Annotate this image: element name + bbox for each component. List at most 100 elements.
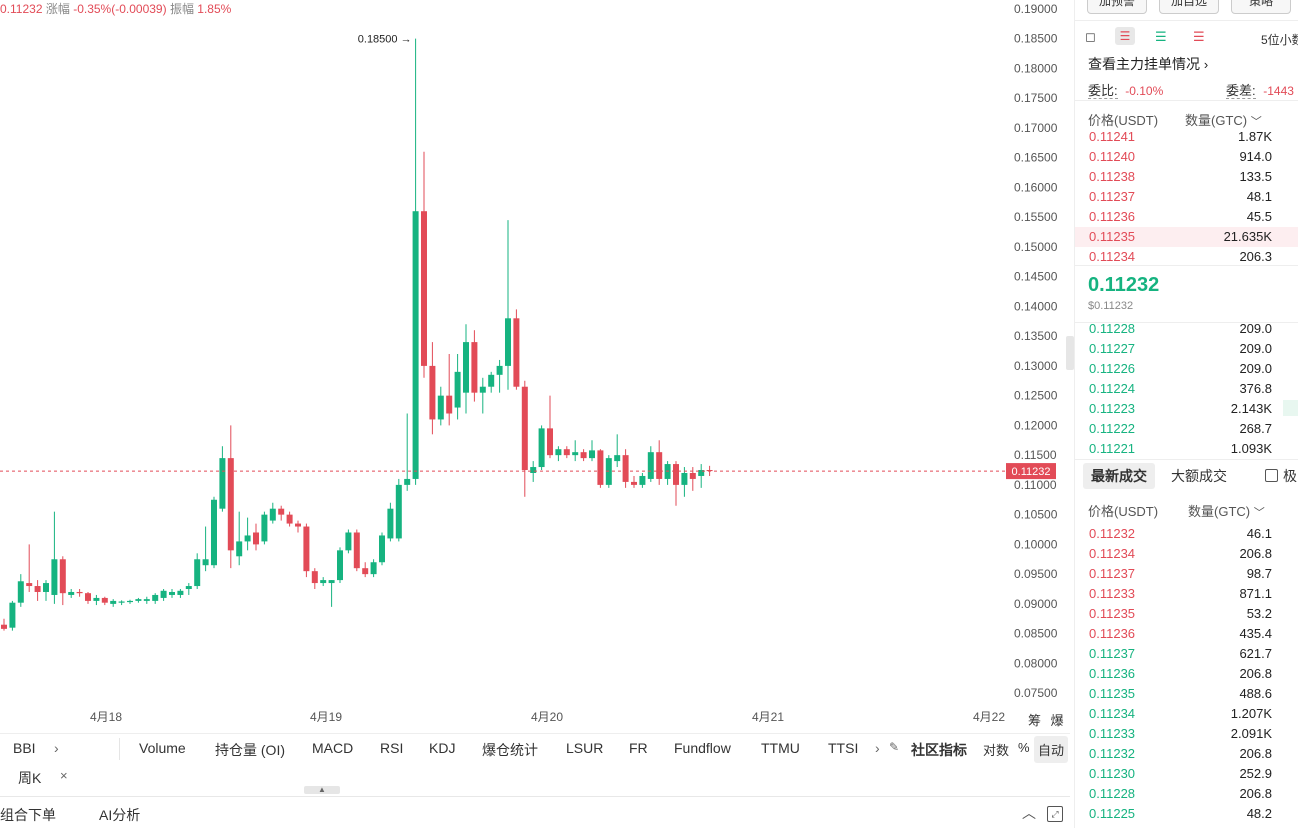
indicator-rsi[interactable]: RSI: [380, 740, 404, 756]
candlestick[interactable]: [43, 580, 49, 601]
add-alert-button[interactable]: 加预警: [1087, 0, 1147, 14]
candlestick[interactable]: [395, 478, 402, 542]
candlestick[interactable]: [227, 425, 234, 569]
orderbook-row[interactable]: 0.11226 209.0: [1075, 359, 1298, 379]
indicator-oi[interactable]: 持仓量 (OI): [215, 742, 285, 758]
trade-row[interactable]: 0.11234 206.8: [1075, 544, 1298, 564]
candlestick[interactable]: [328, 580, 335, 607]
candlestick[interactable]: [387, 502, 394, 542]
candlestick[interactable]: [580, 449, 587, 462]
candlestick[interactable]: [454, 354, 461, 420]
candlestick[interactable]: [597, 449, 604, 488]
candlestick[interactable]: [9, 600, 16, 631]
candlestick[interactable]: [614, 434, 621, 468]
qty-header[interactable]: 数量(GTC) ﹀: [1185, 110, 1262, 129]
chevron-right-icon[interactable]: ›: [54, 740, 59, 756]
candlestick[interactable]: [253, 523, 259, 551]
candlestick[interactable]: [311, 568, 318, 590]
candlestick[interactable]: [303, 523, 310, 578]
candlestick[interactable]: [589, 440, 595, 462]
panel-collapse-handle[interactable]: [1066, 336, 1074, 370]
candlestick[interactable]: [370, 559, 377, 578]
candlestick[interactable]: [429, 342, 436, 435]
liquidation-button[interactable]: 爆: [1050, 713, 1064, 728]
layout-asks-icon[interactable]: ☰: [1193, 29, 1205, 44]
candlestick[interactable]: [219, 446, 226, 512]
candlestick[interactable]: [93, 594, 100, 606]
candlestick[interactable]: [362, 562, 369, 578]
candlestick[interactable]: [202, 526, 209, 572]
trade-row[interactable]: 0.11236 206.8: [1075, 664, 1298, 684]
candlestick[interactable]: [479, 377, 486, 414]
trade-row[interactable]: 0.11235 53.2: [1075, 604, 1298, 624]
layout-both-icon[interactable]: ☰: [1115, 27, 1135, 45]
orderbook-row[interactable]: 0.11235 21.635K: [1075, 227, 1298, 247]
indicator-fr[interactable]: FR: [629, 740, 648, 756]
indicator-lsur[interactable]: LSUR: [566, 740, 604, 756]
candlestick[interactable]: [236, 511, 243, 566]
orderbook-row[interactable]: 0.11238 133.5: [1075, 167, 1298, 187]
trade-row[interactable]: 0.11232 206.8: [1075, 744, 1298, 764]
tab-large-trades[interactable]: 大额成交: [1171, 468, 1227, 484]
edit-icon[interactable]: ✎: [889, 740, 900, 754]
trade-row[interactable]: 0.11235 488.6: [1075, 684, 1298, 704]
candlestick[interactable]: [664, 461, 671, 485]
panel-resize-handle[interactable]: ▲: [304, 786, 340, 794]
orderbook-row[interactable]: 0.11234 206.3: [1075, 247, 1298, 267]
trade-row[interactable]: 0.11237 621.7: [1075, 644, 1298, 664]
auto-scale-toggle[interactable]: 自动: [1034, 736, 1069, 763]
candlestick[interactable]: [295, 520, 301, 533]
candlestick[interactable]: [143, 596, 150, 604]
candlestick[interactable]: [488, 371, 495, 393]
indicator-bbi[interactable]: BBI: [13, 740, 36, 756]
main-orders-link[interactable]: 查看主力挂单情况 ›: [1088, 54, 1208, 74]
trade-row[interactable]: 0.11236 435.4: [1075, 624, 1298, 644]
candlestick[interactable]: [622, 449, 629, 488]
chip-distribution-button[interactable]: 筹: [1028, 713, 1042, 728]
candlestick[interactable]: [353, 529, 360, 572]
candlestick[interactable]: [563, 446, 570, 459]
indicator-liquidation[interactable]: 爆仓统计: [482, 742, 538, 758]
candlestick[interactable]: [211, 496, 217, 569]
orderbook-row[interactable]: 0.11237 48.1: [1075, 187, 1298, 207]
candlestick[interactable]: [647, 446, 654, 482]
trade-row[interactable]: 0.11233 871.1: [1075, 584, 1298, 604]
candlestick[interactable]: [160, 589, 167, 601]
candlestick[interactable]: [521, 380, 528, 497]
candlestick[interactable]: [127, 599, 133, 604]
candlestick[interactable]: [101, 596, 108, 606]
candlestick[interactable]: [68, 589, 75, 598]
orderbook-row[interactable]: 0.11241 1.87K: [1075, 127, 1298, 147]
orderbook-row[interactable]: 0.11227 209.0: [1075, 339, 1298, 359]
candlestick[interactable]: [379, 532, 385, 566]
candlestick[interactable]: [421, 151, 427, 378]
candlestick[interactable]: [530, 461, 537, 482]
ai-analysis-tab[interactable]: AI分析: [99, 807, 141, 823]
indicator-volume[interactable]: Volume: [139, 740, 186, 756]
orderbook-row[interactable]: 0.11222 268.7: [1075, 419, 1298, 439]
candlestick[interactable]: [673, 461, 679, 506]
layout-default-icon[interactable]: ◻: [1085, 29, 1096, 44]
kline-chart-canvas[interactable]: 0.19000 0.18500 0.18000 0.17500 0.17000 0.165…: [0, 0, 1070, 732]
indicator-ttmu[interactable]: TTMU: [761, 740, 800, 756]
trade-row[interactable]: 0.11233 2.091K: [1075, 724, 1298, 744]
candlestick[interactable]: [320, 577, 327, 587]
orderbook-row[interactable]: 0.11223 2.143K: [1075, 399, 1298, 419]
orderbook-row[interactable]: 0.11236 45.5: [1075, 207, 1298, 227]
candlestick[interactable]: [513, 309, 520, 390]
trade-row[interactable]: 0.11234 1.207K: [1075, 704, 1298, 724]
candlestick[interactable]: [639, 472, 646, 488]
candlestick[interactable]: [505, 220, 511, 390]
kline-chart-area[interactable]: 0.19000 0.18500 0.18000 0.17500 0.17000 0.165…: [0, 0, 1074, 732]
candlestick[interactable]: [51, 511, 58, 604]
candlestick[interactable]: [59, 556, 66, 606]
percent-scale-toggle[interactable]: %: [1018, 740, 1030, 755]
strategy-button[interactable]: 策略: [1231, 0, 1291, 14]
close-icon[interactable]: ×: [60, 768, 68, 783]
indicator-ttsi[interactable]: TTSI: [828, 740, 859, 756]
candlestick[interactable]: [496, 359, 503, 393]
candlestick[interactable]: [194, 553, 201, 590]
trade-row[interactable]: 0.11237 98.7: [1075, 564, 1298, 584]
candlestick[interactable]: [412, 38, 419, 485]
candlestick[interactable]: [572, 440, 579, 462]
